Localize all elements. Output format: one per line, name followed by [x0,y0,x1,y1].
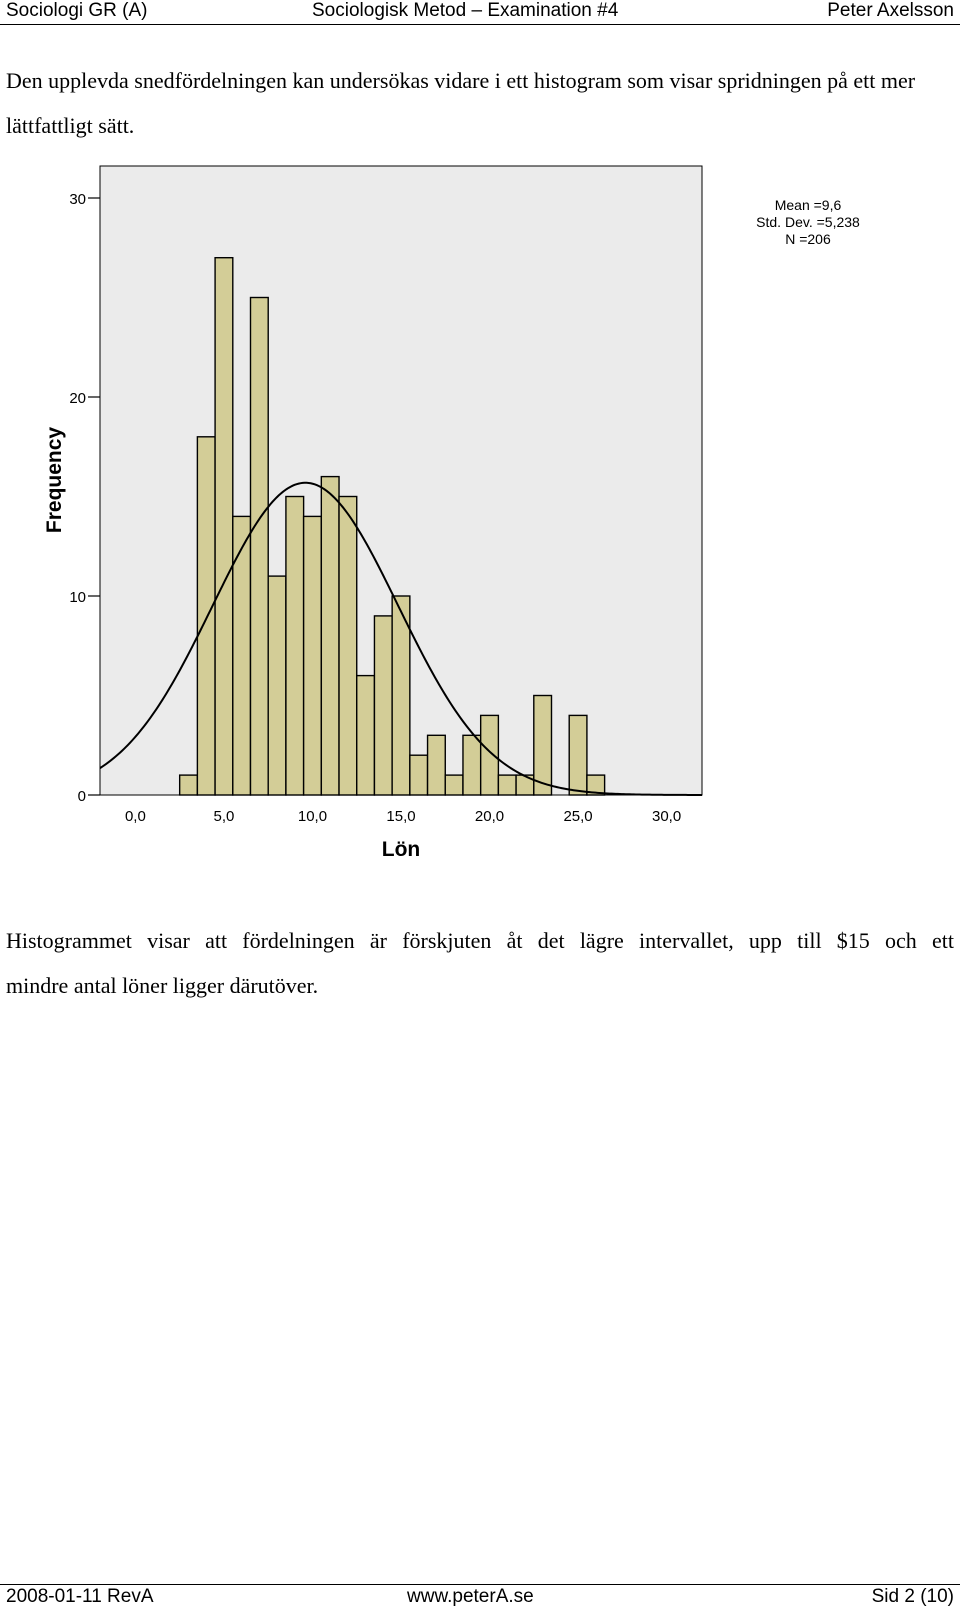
x-tick-label: 30,0 [652,808,681,825]
histogram-bar [267,575,287,796]
histogram-bar [391,595,411,796]
histogram-bar [285,495,305,796]
histogram-bar [444,774,464,796]
histogram-bar [373,615,393,796]
histogram-bar [302,515,323,796]
histogram-bar [568,714,588,796]
footer-page-number: Sid 2 (10) [871,1586,954,1607]
x-axis-label: Lön [382,838,420,861]
histogram-bar [426,734,446,796]
conclusion-line-1: Histogrammet visar att fördelningen är f… [6,928,954,953]
histogram-bar [320,475,340,796]
x-tick-label: 20,0 [475,808,504,825]
stats-line: Mean =9,6 [775,197,842,213]
header-author: Peter Axelsson [827,0,954,21]
histogram-bar [497,774,517,796]
histogram-bar [356,674,376,796]
histogram-bar [196,436,216,796]
page-header: Sociologi GR (A) Sociologisk Metod – Exa… [0,0,960,25]
x-tick-label: 0,0 [125,808,146,825]
header-title: Sociologisk Metod – Examination #4 [312,0,619,21]
histogram-bar [249,296,269,796]
histogram-bar [178,774,199,796]
conclusion-paragraph: Histogrammet visar att fördelningen är f… [6,918,954,1008]
histogram-bars [178,256,606,796]
y-tick-label: 10 [69,589,86,606]
footer-website: www.peterA.se [407,1586,534,1607]
histogram-bar [533,694,553,796]
y-tick-label: 20 [69,390,86,407]
intro-paragraph: Den upplevda snedfördelningen kan unders… [6,68,916,138]
header-course: Sociologi GR (A) [6,0,148,21]
x-tick-label: 15,0 [386,808,415,825]
stats-line: N =206 [785,231,831,247]
page-footer: 2008-01-11 RevA www.peterA.se Sid 2 (10) [0,1584,960,1610]
histogram-bar [462,734,482,796]
histogram-bar [338,495,358,796]
histogram-bar [214,256,234,796]
y-axis-label: Frequency [43,427,66,534]
histogram-bar [586,774,606,796]
x-tick-label: 25,0 [563,808,592,825]
y-tick-label: 30 [69,191,86,208]
conclusion-line-2: mindre antal löner ligger därutöver. [6,973,319,998]
histogram-bar [409,754,429,796]
y-tick-label: 0 [78,788,86,805]
histogram-bar [479,714,500,796]
x-tick-label: 10,0 [298,808,327,825]
normal-curve [99,481,703,796]
histogram-chart: 0 10 20 30 0,0 5,0 10,0 15,0 20,0 25,0 30,0 Mean =… [43,165,860,861]
x-tick-label: 5,0 [214,808,235,825]
stats-line: Std. Dev. =5,238 [756,214,860,230]
footer-date: 2008-01-11 RevA [6,1586,154,1607]
axes: 0 10 20 30 0,0 5,0 10,0 15,0 20,0 25,0 30,0 [69,191,681,825]
